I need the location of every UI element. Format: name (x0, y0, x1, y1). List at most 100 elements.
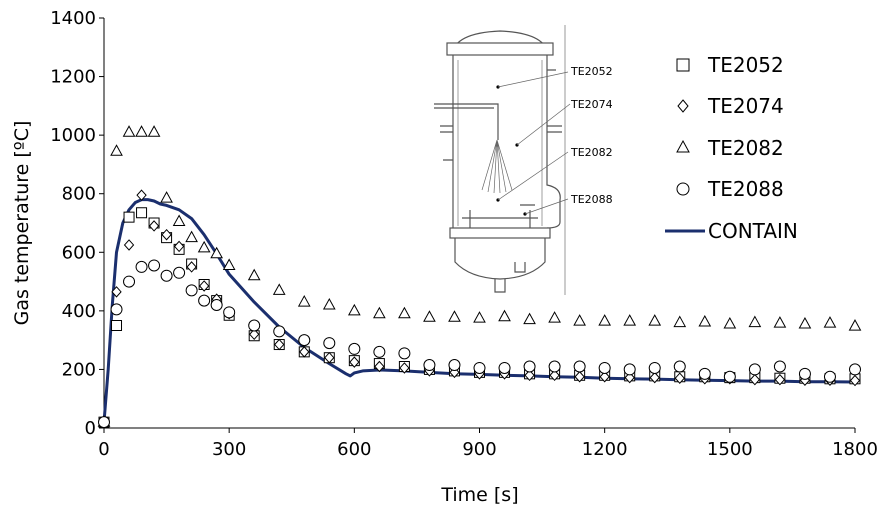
data-point-te2074 (574, 371, 585, 383)
data-point-te2082 (598, 314, 612, 326)
data-point-te2074 (549, 369, 560, 382)
vessel-spray-jets (481, 139, 513, 194)
x-tick-label: 900 (462, 439, 496, 460)
data-point-te2088 (748, 363, 761, 376)
data-point-te2082 (698, 314, 712, 327)
data-point-te2082 (473, 311, 486, 323)
legend-label-te2052: TE2052 (707, 53, 784, 77)
te2082-leader (497, 151, 569, 201)
series-line-layer (102, 198, 856, 423)
legend-label-contain: CONTAIN (708, 219, 798, 243)
y-tick-label: 400 (62, 301, 96, 322)
vessel-inlet-pipe (434, 103, 499, 140)
data-point-te2088 (648, 361, 661, 374)
data-point-te2074 (524, 369, 535, 382)
inset-label-te2074: TE2074 (570, 98, 613, 111)
data-point-te2074 (349, 356, 360, 368)
vessel-lower-internals (462, 204, 538, 228)
data-point-te2074 (186, 261, 197, 273)
x-axis-title: Time [s] (440, 484, 518, 506)
data-point-te2074 (774, 373, 786, 386)
x-tick-label: 0 (98, 439, 109, 460)
y-tick-label: 0 (85, 418, 96, 439)
data-point-te2082 (160, 191, 173, 203)
x-tick-label: 300 (212, 439, 246, 460)
vessel-drain (494, 262, 526, 293)
data-point-te2082 (548, 311, 561, 323)
data-point-te2082 (398, 306, 411, 319)
series-marker-layer (97, 125, 862, 429)
data-point-te2088 (473, 361, 486, 374)
x-tick-label: 600 (337, 439, 371, 460)
data-point-te2082 (773, 316, 787, 328)
data-point-te2082 (222, 258, 236, 270)
data-point-te2088 (98, 416, 110, 429)
data-point-te2082 (147, 125, 161, 137)
legend-label-te2088: TE2088 (707, 177, 784, 201)
data-point-te2082 (498, 309, 511, 322)
data-point-te2088 (523, 360, 536, 373)
data-point-te2088 (598, 361, 611, 374)
data-point-te2088 (673, 360, 686, 373)
data-point-te2052 (111, 320, 123, 331)
x-tick-label: 1200 (582, 439, 628, 460)
data-point-te2074 (274, 338, 285, 351)
legend-marker-te2088 (676, 182, 690, 196)
vessel-inner-wall (457, 60, 543, 226)
legend: TE2052 TE2074 TE2082 TE2088 CONTAIN (665, 53, 798, 243)
data-point-te2052 (123, 211, 135, 223)
data-point-te2088 (298, 334, 311, 347)
data-point-te2088 (223, 306, 236, 319)
vessel-bottom-head (454, 238, 546, 280)
data-point-te2088 (323, 337, 336, 350)
data-point-te2088 (723, 370, 736, 383)
data-point-te2082 (448, 310, 461, 322)
data-point-te2074 (299, 346, 310, 358)
data-point-te2074 (198, 280, 210, 292)
data-point-te2074 (249, 328, 260, 341)
data-point-te2088 (273, 325, 286, 338)
data-point-te2088 (698, 367, 711, 380)
data-point-te2082 (848, 319, 862, 331)
data-point-te2082 (748, 315, 762, 328)
data-point-te2088 (623, 363, 636, 376)
vessel-shell (452, 55, 561, 229)
y-ticks: 0 200 400 600 800 1000 1200 1400 (50, 8, 104, 439)
data-point-te2082 (210, 246, 223, 259)
data-point-te2088 (123, 275, 136, 288)
x-tick-label: 1500 (707, 439, 753, 460)
data-point-te2082 (272, 283, 286, 295)
data-point-te2088 (849, 363, 861, 376)
data-point-te2088 (198, 294, 211, 307)
data-point-te2088 (173, 266, 186, 279)
data-point-te2088 (110, 303, 123, 316)
data-point-te2082 (648, 314, 662, 326)
data-point-te2088 (573, 360, 586, 373)
y-tick-label: 200 (62, 359, 96, 380)
data-point-te2074 (674, 372, 685, 384)
legend-marker-te2052 (676, 58, 690, 72)
data-point-te2082 (798, 316, 812, 329)
inset-label-te2082: TE2082 (570, 146, 613, 159)
data-point-te2082 (373, 306, 386, 319)
data-point-te2088 (248, 319, 261, 332)
legend-marker-te2082 (676, 139, 690, 153)
te2088-leader (524, 198, 569, 215)
y-tick-label: 1200 (50, 67, 96, 88)
data-point-te2088 (185, 284, 198, 297)
vessel-schematic-inset (434, 25, 571, 295)
vessel-side-nozzles (440, 69, 562, 161)
data-point-te2074 (324, 351, 335, 364)
data-point-te2074 (599, 371, 610, 383)
data-point-te2088 (210, 299, 223, 311)
data-point-te2074 (173, 240, 185, 253)
data-point-te2088 (160, 269, 173, 282)
data-point-te2082 (523, 312, 536, 325)
data-point-te2082 (110, 144, 123, 156)
data-point-te2082 (197, 240, 211, 253)
y-axis-title: Gas temperature [ºC] (11, 121, 33, 326)
series-line-contain (102, 198, 856, 423)
data-point-te2088 (798, 367, 811, 380)
data-point-te2082 (623, 314, 637, 326)
data-point-te2082 (673, 315, 687, 328)
